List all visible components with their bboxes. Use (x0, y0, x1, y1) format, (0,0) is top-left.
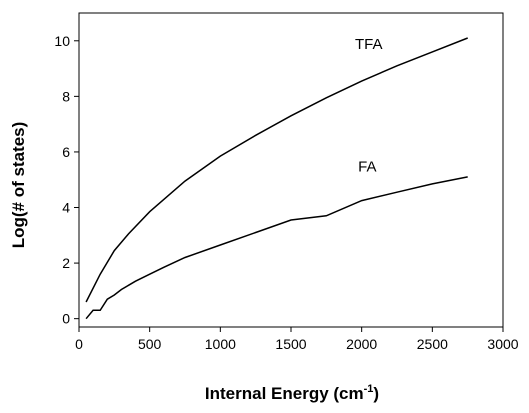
x-tick-label: 500 (138, 336, 162, 352)
x-tick-label: 1000 (205, 336, 236, 352)
series-line-fa (85, 176, 468, 320)
plot-frame (78, 12, 504, 328)
x-axis-title-main: Internal Energy (cm (205, 384, 364, 403)
y-axis-ticks: 0 2 4 6 8 10 (54, 33, 79, 327)
x-tick-label: 3000 (487, 336, 518, 352)
x-axis-title-tail: ) (373, 384, 379, 403)
y-tick-label: 2 (62, 255, 70, 271)
y-tick-label: 10 (54, 33, 70, 49)
series-label-fa: FA (358, 158, 376, 175)
series-line-tfa (85, 37, 468, 303)
y-tick-label: 4 (62, 200, 70, 216)
series-layer: TFA FA (85, 36, 468, 320)
x-axis-title-superscript: -1 (364, 383, 374, 395)
y-tick-label: 6 (62, 144, 70, 160)
y-tick-label: 0 (62, 311, 70, 327)
x-tick-label: 1500 (275, 336, 306, 352)
plot-area-border (78, 12, 504, 328)
x-tick-label: 2500 (417, 336, 448, 352)
series-label-tfa: TFA (355, 36, 383, 53)
x-tick-label: 2000 (346, 336, 377, 352)
x-axis-title: Internal Energy (cm-1) (205, 383, 379, 403)
y-axis-title: Log(# of states) (9, 122, 28, 249)
y-tick-label: 8 (62, 88, 70, 104)
x-axis-ticks: 0 500 1000 1500 2000 2500 3000 (75, 327, 519, 352)
x-tick-label: 0 (75, 336, 83, 352)
